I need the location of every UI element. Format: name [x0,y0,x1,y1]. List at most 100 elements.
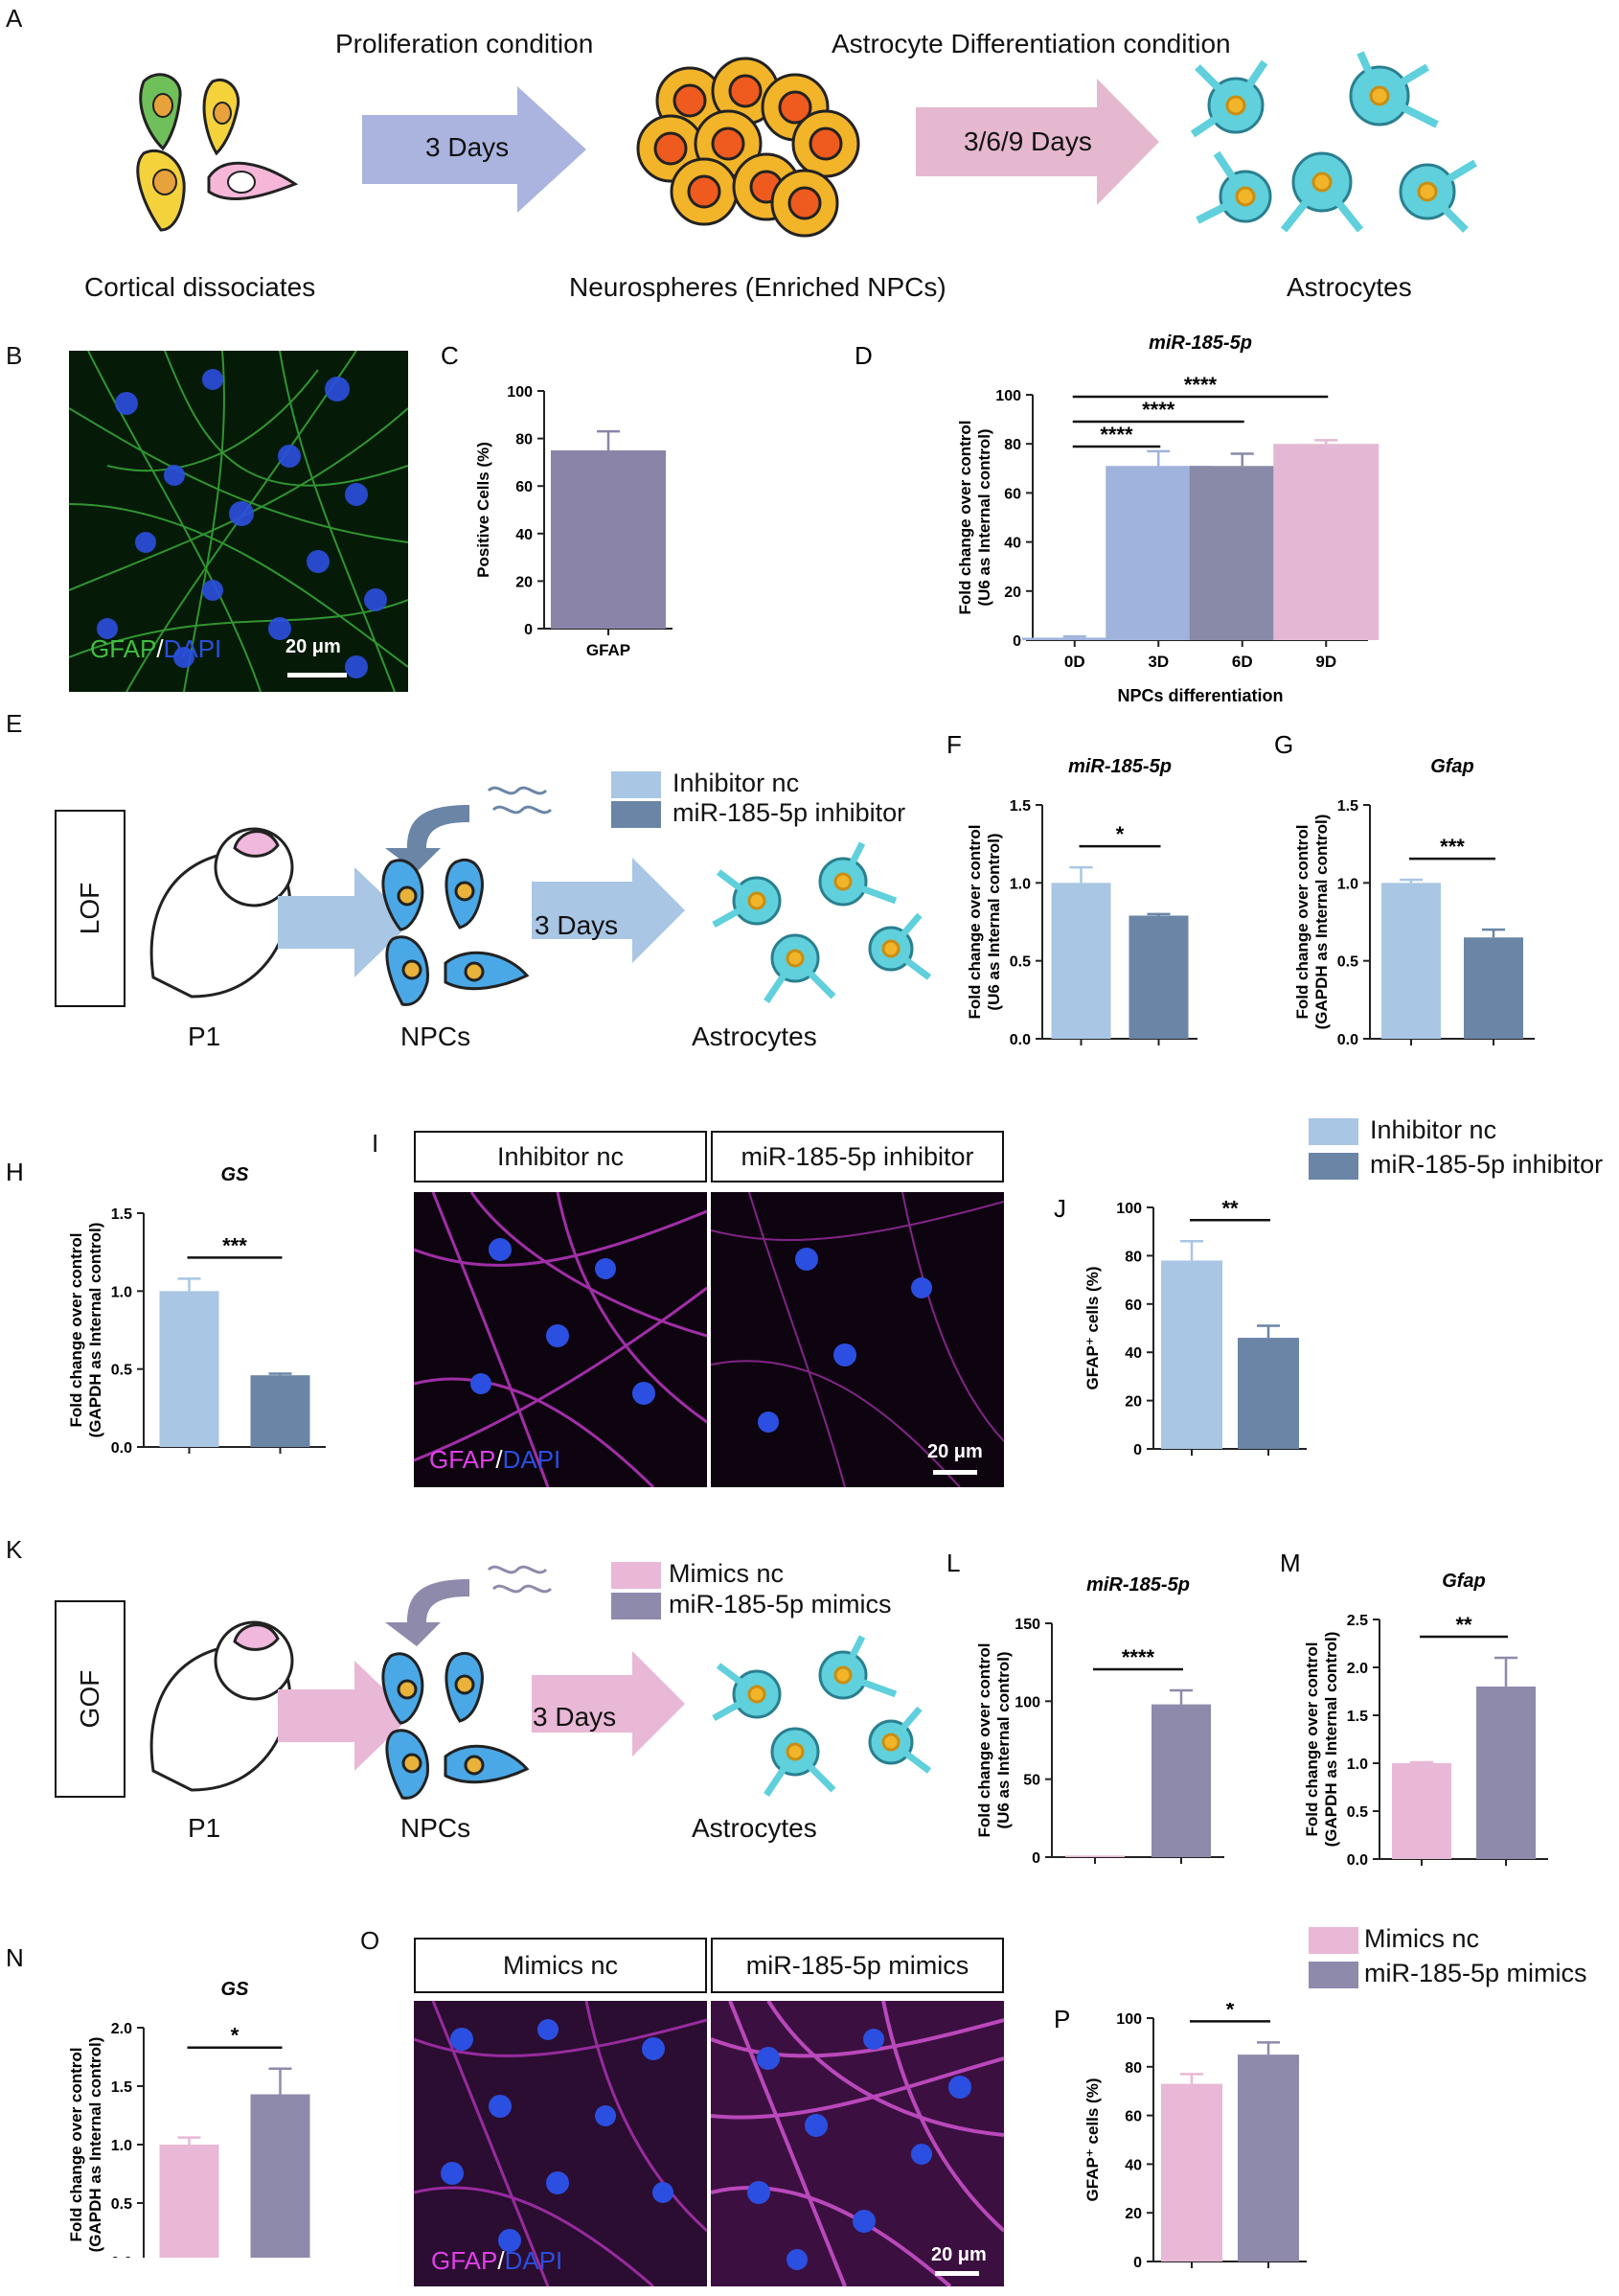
chart-title: Gfap [1430,756,1474,777]
bar [1152,1704,1211,1857]
stain-dapi: DAPI [163,634,222,663]
panel-label-k: K [6,1535,23,1564]
y-tick-label: 80 [1004,437,1021,453]
y-tick-label: 1.0 [1010,876,1031,892]
bar [1021,637,1128,640]
significance-label: **** [1142,398,1175,422]
stain-gfap-i: GFAP [429,1445,496,1474]
caption-npcs-lof: NPCs [400,1022,471,1051]
bar [1476,1687,1536,1859]
bar [1129,915,1189,1039]
legend-swatch-mimics [611,1593,661,1619]
y-tick-label: 0 [1032,1850,1040,1867]
bar [1238,2055,1299,2262]
significance-label: ** [1221,1196,1239,1220]
caption-neurospheres: Neurospheres (Enriched NPCs) [569,272,946,302]
bar [1381,883,1441,1039]
gof-diagram [149,1565,932,1800]
y-tick-label: 0.0 [111,2255,132,2258]
panel-label: D [855,341,873,370]
bar [1238,1338,1299,1449]
caption-astrocytes-lof: Astrocytes [692,1022,817,1051]
micrograph-i1-image [414,1192,707,1487]
bar [1161,1260,1222,1449]
cortical-cells-icon [136,73,299,232]
y-tick-label: 0.5 [1010,954,1031,971]
legend-swatch-inhibitor-nc [611,771,661,798]
panel-label: J [1054,1194,1066,1223]
y-tick-label: 0 [1133,2255,1142,2271]
y-tick-label: 100 [995,388,1021,404]
y-tick-label: 0.0 [1347,1852,1368,1869]
y-tick-label: 1.5 [111,1206,132,1223]
significance-label: * [1116,822,1125,846]
chart-title: miR-185-5p [1149,333,1252,354]
legend-swatch-p-mimics [1309,1962,1358,1988]
panel-label-a: A [6,4,23,33]
differentiation-title: Astrocyte Differentiation condition [832,29,1231,58]
header-inhibitor-nc: Inhibitor nc [414,1131,707,1182]
y-tick-label: 1.0 [1347,1756,1368,1773]
x-tick-label: 9D [1315,653,1336,671]
significance-label: * [231,2024,239,2048]
y-tick-label: 1.5 [1347,1709,1368,1725]
caption-astrocytes: Astrocytes [1287,272,1412,302]
caption-npcs-gof: NPCs [400,1813,471,1843]
x-tick-label: GFAP [586,641,630,659]
y-tick-label: 0 [1133,1442,1142,1458]
y-tick-label: 40 [1125,2157,1142,2173]
stain-legend-o: GFAP/DAPI [431,2246,562,2276]
panel-label: L [946,1549,960,1577]
gof-box: GOF [55,1600,125,1798]
y-tick-label: 60 [1125,1297,1142,1314]
legend-p-nc: Mimics nc [1364,1924,1479,1953]
y-tick-label: 100 [1116,2011,1142,2028]
y-tick-label: 20 [1004,585,1021,601]
panel-label-i: I [372,1129,379,1158]
gof-label: GOF [75,1669,104,1729]
arrow-3-days-gof [532,1651,685,1756]
y-axis-label: Positive Cells (%) [474,442,492,578]
chart-p: P 0 20 40 60 80 100 GFAP⁺ cells (%) * [1054,2003,1307,2271]
x-tick-label: 3D [1148,653,1169,671]
y-axis-label: Fold change over control(U6 as Internal … [966,824,1003,1019]
bar [1392,1763,1451,1859]
proliferation-title: Proliferation condition [335,29,594,58]
y-axis-label: Fold change over control(U6 as Internal … [956,420,993,614]
legend-swatch-j-nc [1309,1118,1358,1145]
legend-swatch-mimics-nc [611,1562,661,1589]
scale-bar-label-i: 20 μm [927,1441,983,1462]
oligo-icon [487,786,553,815]
panel-label-o: O [360,1926,380,1955]
y-tick-label: 0.0 [1337,1032,1358,1048]
y-axis-label: Fold change over control(GAPDH as Intern… [1293,815,1331,1030]
micrograph-i2-image [711,1192,1004,1487]
y-tick-label: 0.5 [1337,954,1358,971]
y-tick-label: 150 [1015,1617,1040,1633]
arrow-label-3-6-9-days: 3/6/9 Days [964,126,1092,156]
significance-label: *** [1440,835,1465,859]
y-tick-label: 1.5 [111,2079,132,2096]
astrocytes-icon-lof [712,841,932,1003]
chart-title: Gfap [1442,1571,1486,1592]
header-mimics: miR-185-5p mimics [711,1938,1004,1993]
y-tick-label: 2.0 [111,2021,132,2037]
legend-mimics-nc: Mimics nc [669,1559,784,1588]
y-tick-label: 60 [515,479,533,495]
x-axis-label: NPCs differentiation [1117,686,1283,705]
arrow-label-gof: 3 Days [533,1702,617,1732]
chart-c: C 0 20 40 60 80 100 Positive Cells (%) GFAP [441,341,673,659]
y-tick-label: 20 [1125,1394,1142,1411]
stain-gfap-o: GFAP [431,2246,498,2275]
chart-title: GS [221,1164,250,1185]
npc-cells-icon [381,859,530,1006]
y-axis-label: Fold change over control(U6 as Internal … [975,1642,1013,1837]
mouse-pup-icon [149,827,294,999]
arrow-3-6-9-days [916,79,1159,205]
lof-diagram [149,786,932,1006]
header-inhibitor: miR-185-5p inhibitor [711,1131,1004,1182]
y-tick-label: 0.0 [1010,1032,1031,1048]
